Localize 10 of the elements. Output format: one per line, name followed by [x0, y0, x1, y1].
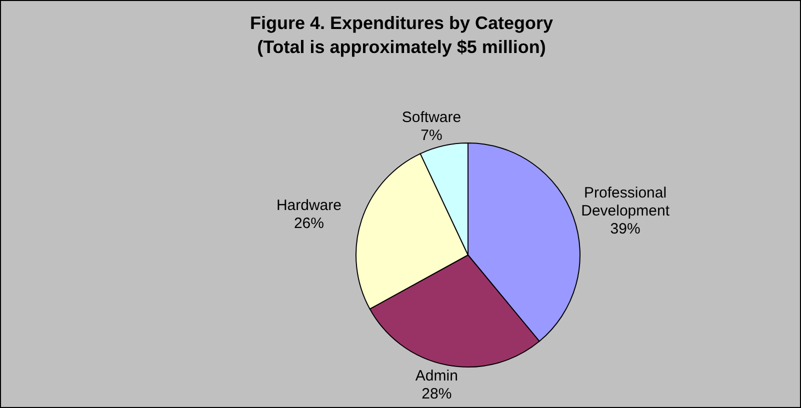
data-label: 26% [294, 215, 324, 232]
slice-label: Software [402, 109, 462, 126]
data-label: 7% [420, 127, 442, 144]
chart-title: Figure 4. Expenditures by Category [248, 12, 554, 35]
slice-label: Hardware [276, 197, 342, 214]
data-label: 39% [610, 220, 640, 238]
data-label: 28% [422, 386, 452, 403]
slice-label: Admin [415, 368, 458, 385]
slice-label: Professional Development [581, 184, 670, 220]
chart-subtitle: (Total is approximately $5 million) [256, 36, 547, 59]
